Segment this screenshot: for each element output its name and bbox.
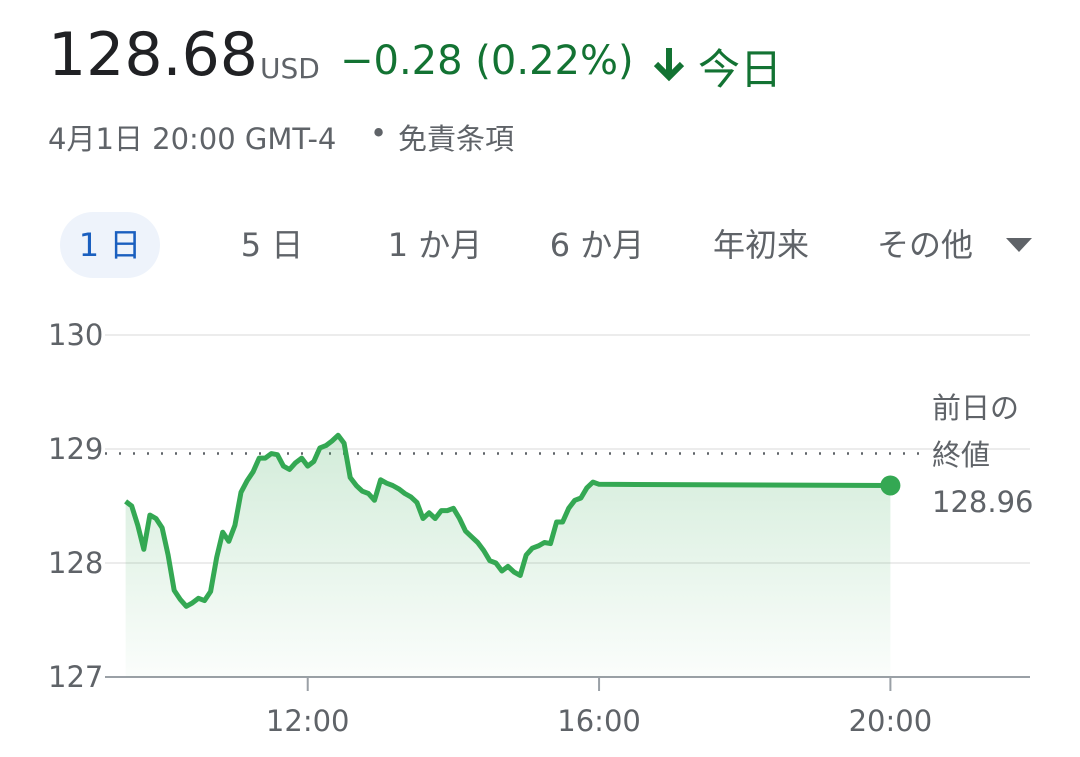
price: 128.68 [48, 20, 258, 90]
range-tab[interactable]: 1 か月 [387, 226, 483, 264]
reference-label: 前日の [932, 391, 1019, 425]
x-tick-label: 20:00 [849, 704, 933, 738]
y-tick-label: 130 [48, 318, 103, 352]
dropdown-icon[interactable] [1004, 236, 1034, 254]
currency: USD [260, 52, 320, 85]
y-tick-label: 127 [48, 660, 103, 694]
reference-label: 終値 [932, 438, 990, 472]
range-tab[interactable]: 1 日 [60, 212, 160, 278]
period: 今日 [698, 45, 783, 94]
x-tick-label: 16:00 [557, 704, 641, 738]
range-tab[interactable]: その他 [876, 226, 973, 264]
y-tick-label: 129 [48, 432, 103, 466]
range-tab[interactable]: 6 か月 [549, 226, 645, 264]
down-arrow [653, 48, 685, 82]
change: −0.28 (0.22%) [340, 38, 634, 84]
y-tick-label: 128 [48, 546, 103, 580]
timestamp: 4月1日 20:00 GMT-4 [48, 122, 337, 156]
area [125, 435, 891, 677]
separator: • [370, 116, 388, 150]
last-point [880, 475, 901, 496]
disclaimer-link[interactable]: 免責条項 [398, 122, 515, 156]
x-tick-label: 12:00 [266, 704, 350, 738]
range-tab[interactable]: 5 日 [240, 226, 304, 264]
price-line [124, 432, 891, 609]
reference-value: 128.96 [932, 485, 1033, 519]
range-tab[interactable]: 年初来 [712, 226, 809, 264]
